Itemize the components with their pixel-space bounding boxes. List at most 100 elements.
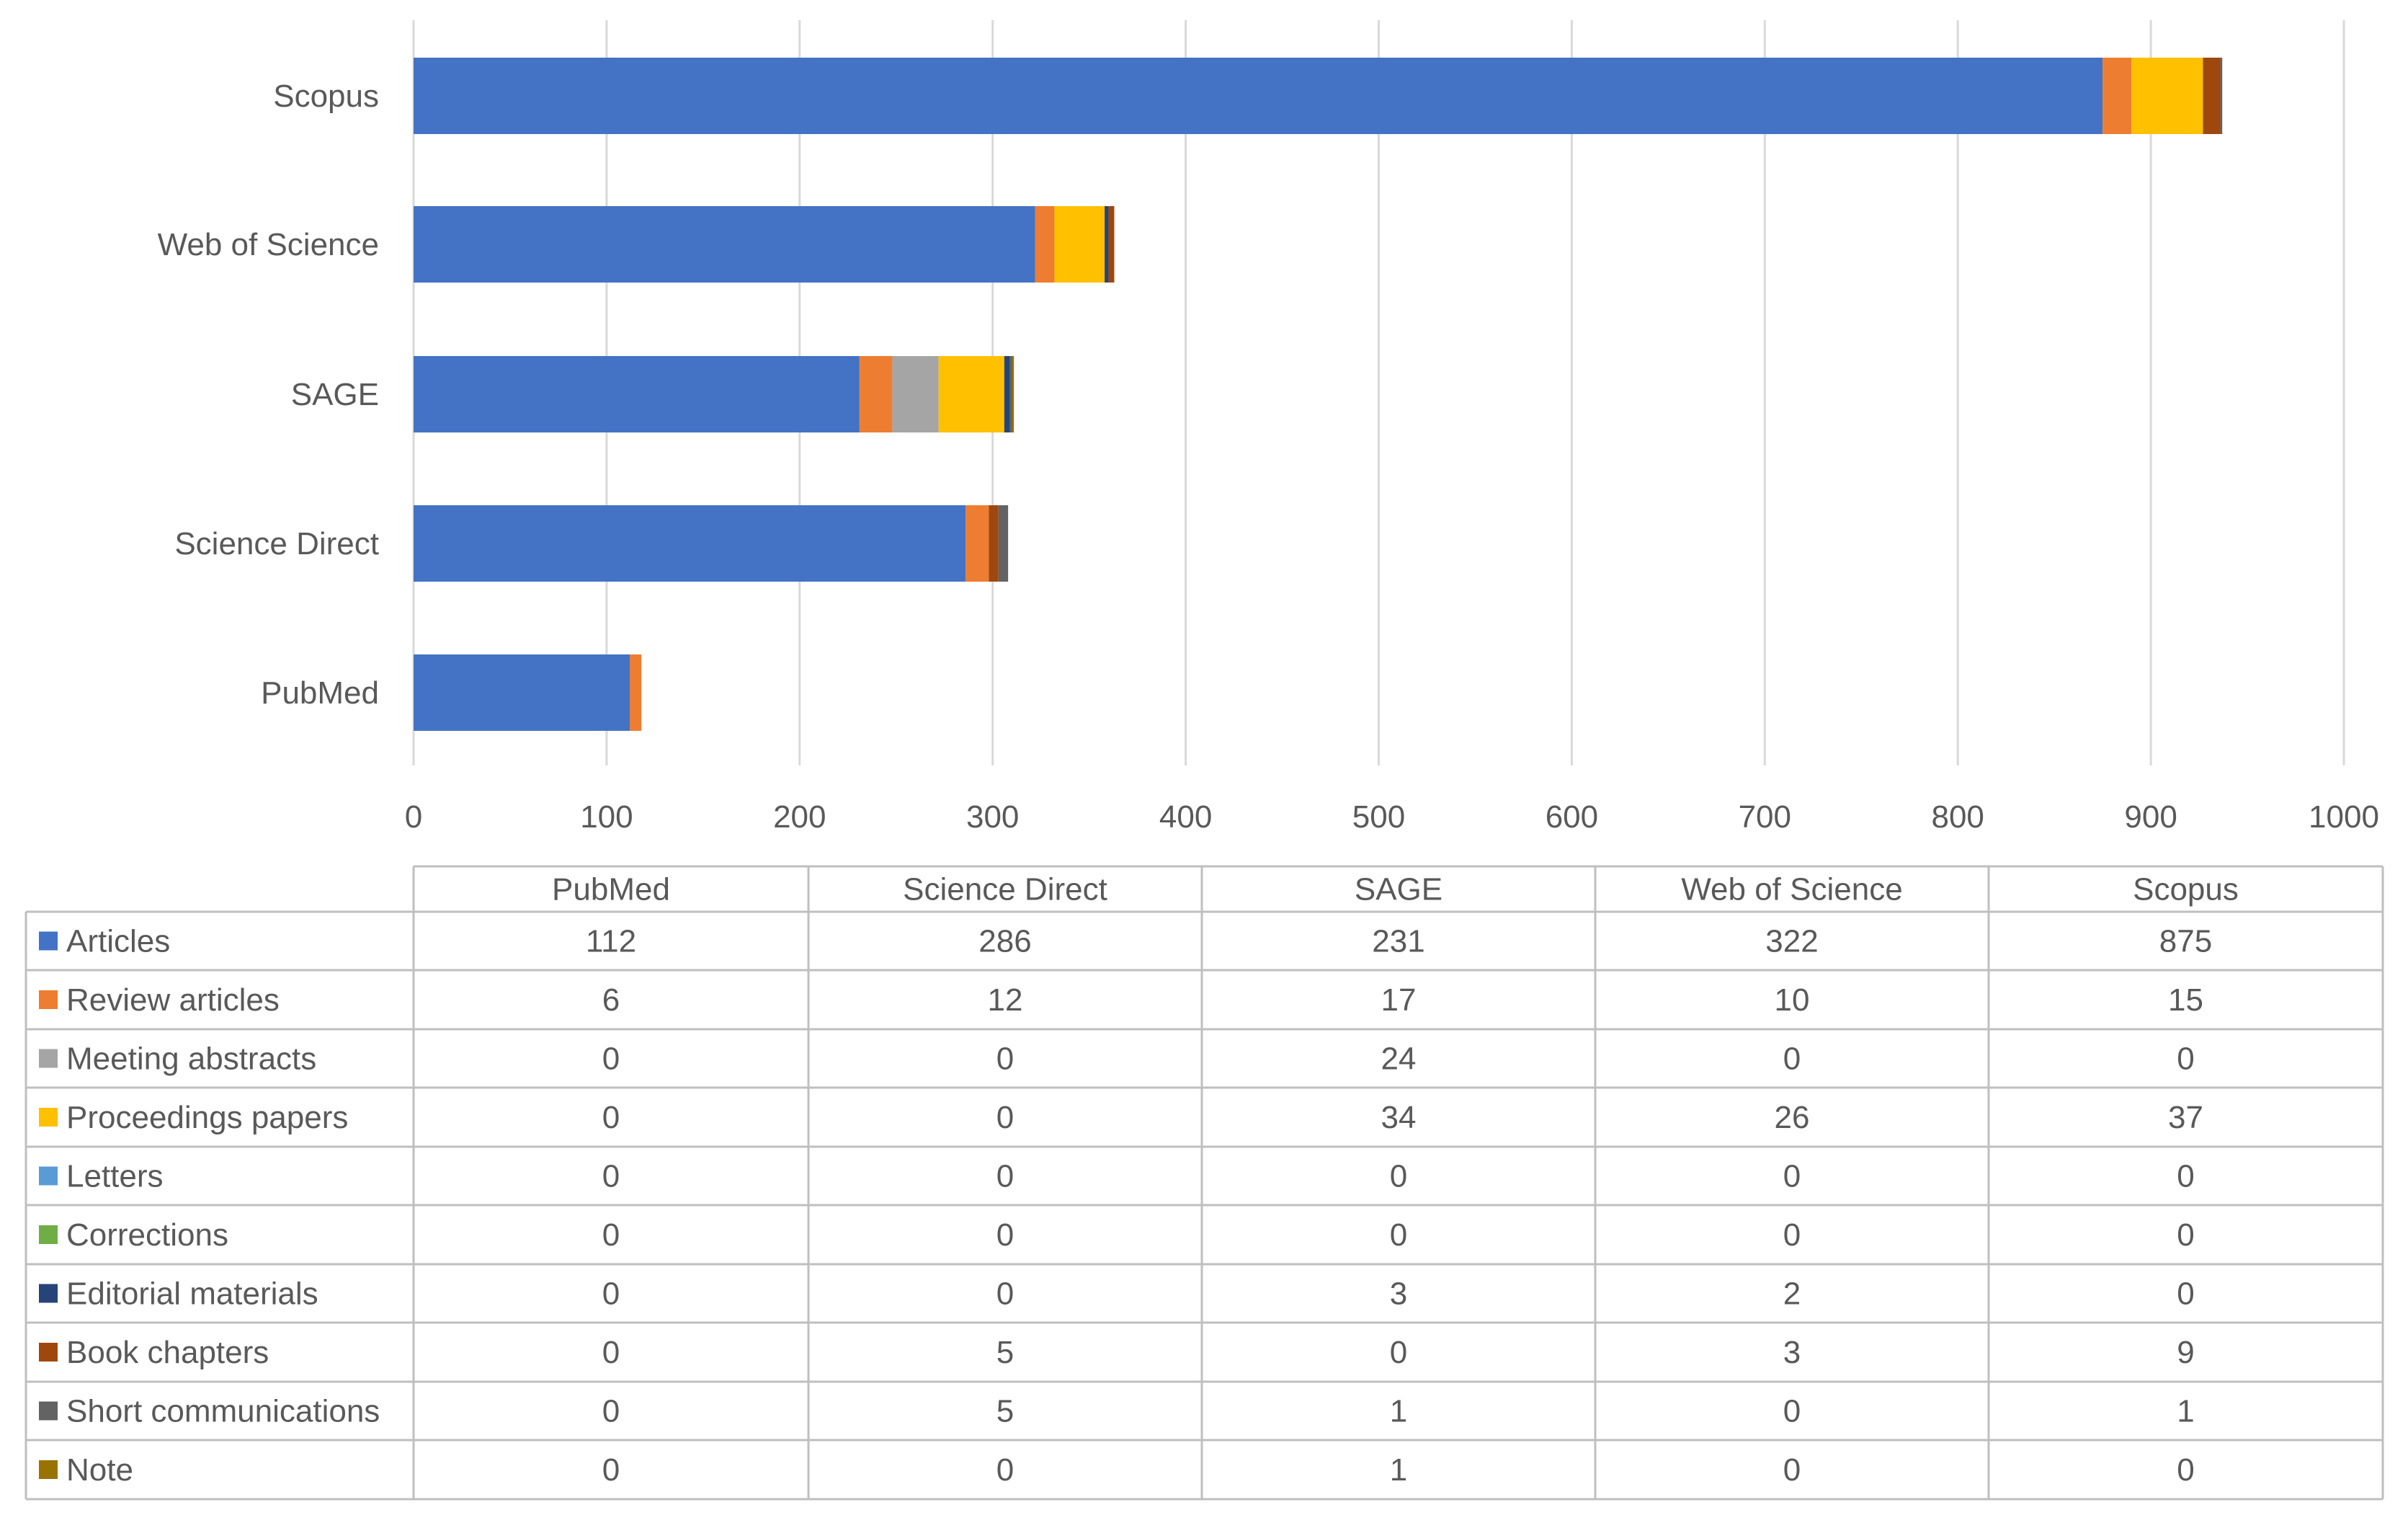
- category-label-sage: SAGE: [291, 377, 379, 412]
- table-cell-corrections-science-direct: 0: [996, 1217, 1014, 1253]
- bar-web-of-science-articles: [414, 206, 1035, 283]
- bar-sage-short-communications: [1009, 356, 1012, 432]
- table-cell-proceedings-papers-science-direct: 0: [996, 1100, 1014, 1135]
- table-cell-meeting-abstracts-sage: 24: [1381, 1041, 1417, 1077]
- table-cell-letters-web-of-science: 0: [1783, 1159, 1801, 1194]
- bar-sage-note: [1012, 356, 1015, 432]
- table-row-label-short-communications: Short communications: [66, 1394, 380, 1429]
- table-row-label-book-chapters: Book chapters: [66, 1335, 269, 1370]
- bar-sage-meeting-abstracts: [892, 356, 939, 432]
- table-cell-meeting-abstracts-pubmed: 0: [602, 1041, 620, 1077]
- bar-sage-proceedings-papers: [938, 356, 1004, 432]
- bar-science-direct-short-communications: [998, 505, 1009, 582]
- bar-science-direct-book-chapters: [989, 505, 999, 582]
- bar-sage-editorial-materials: [1004, 356, 1010, 432]
- table-cell-short-communications-science-direct: 5: [996, 1394, 1014, 1429]
- table-row-label-articles: Articles: [66, 924, 170, 959]
- x-tick-label-1000: 1000: [2309, 799, 2379, 835]
- legend-swatch-note: [39, 1460, 58, 1479]
- table-header-pubmed: PubMed: [552, 872, 670, 907]
- category-label-pubmed: PubMed: [261, 675, 379, 711]
- gridlines: [412, 20, 2345, 765]
- table-cell-short-communications-web-of-science: 0: [1783, 1394, 1801, 1429]
- table-cell-corrections-pubmed: 0: [602, 1217, 620, 1253]
- table-cell-review-articles-science-direct: 12: [988, 982, 1023, 1018]
- category-label-science-direct: Science Direct: [174, 526, 379, 561]
- table-cell-letters-scopus: 0: [2177, 1159, 2194, 1194]
- table-cell-articles-science-direct: 286: [978, 924, 1031, 959]
- table-cell-editorial-materials-sage: 3: [1390, 1276, 1407, 1312]
- bar-scopus-short-communications: [2220, 58, 2223, 134]
- table-cell-letters-sage: 0: [1390, 1159, 1407, 1194]
- axis-labels: 0 100 200 300 400 500 600 700 800 900 1000 PubMed Sc…: [158, 79, 2379, 835]
- legend-swatch-meeting-abstracts: [39, 1049, 58, 1068]
- table-cell-note-pubmed: 0: [602, 1452, 620, 1488]
- bar-pubmed-articles: [414, 654, 630, 731]
- table-cell-meeting-abstracts-scopus: 0: [2177, 1041, 2194, 1077]
- bar-pubmed-review-articles: [630, 654, 642, 731]
- table-row-label-letters: Letters: [66, 1159, 164, 1194]
- table-cell-note-sage: 1: [1390, 1452, 1407, 1488]
- legend-swatch-book-chapters: [39, 1343, 58, 1362]
- table-cell-letters-pubmed: 0: [602, 1159, 620, 1194]
- x-tick-label-900: 900: [2124, 799, 2177, 835]
- table-cell-articles-scopus: 875: [2159, 924, 2212, 959]
- table-cell-proceedings-papers-web-of-science: 26: [1775, 1100, 1810, 1135]
- table-cell-book-chapters-scopus: 9: [2177, 1335, 2194, 1370]
- table-cell-editorial-materials-pubmed: 0: [602, 1276, 620, 1312]
- bar-web-of-science-book-chapters: [1108, 206, 1115, 283]
- bar-scopus-book-chapters: [2203, 58, 2221, 134]
- bar-scopus-review-articles: [2102, 58, 2132, 134]
- table-header-web-of-science: Web of Science: [1681, 872, 1902, 907]
- bar-sage-articles: [414, 356, 860, 432]
- bars: [414, 58, 2223, 731]
- bar-sage-review-articles: [859, 356, 893, 432]
- table-cell-book-chapters-web-of-science: 3: [1783, 1335, 1801, 1370]
- table-row-label-meeting-abstracts: Meeting abstracts: [66, 1041, 316, 1077]
- table-cell-review-articles-web-of-science: 10: [1775, 982, 1810, 1018]
- legend-swatch-editorial-materials: [39, 1284, 58, 1303]
- table-cell-short-communications-scopus: 1: [2177, 1394, 2194, 1429]
- legend-swatch-articles: [39, 931, 58, 951]
- legend-swatch-review-articles: [39, 990, 58, 1009]
- table-header-sage: SAGE: [1355, 872, 1442, 907]
- table-cell-book-chapters-pubmed: 0: [602, 1335, 620, 1370]
- data-table: PubMed Science Direct SAGE Web of Science Sc…: [24, 865, 2384, 1501]
- table-row-label-note: Note: [66, 1452, 133, 1488]
- table-header-scopus: Scopus: [2133, 872, 2239, 907]
- bar-science-direct-articles: [414, 505, 966, 582]
- bar-scopus-proceedings-papers: [2131, 58, 2203, 134]
- x-tick-label-800: 800: [1931, 799, 1984, 835]
- legend-swatch-proceedings-papers: [39, 1108, 58, 1127]
- table-cell-review-articles-pubmed: 6: [602, 982, 620, 1018]
- table-row-label-corrections: Corrections: [66, 1217, 228, 1253]
- table-row-label-proceedings-papers: Proceedings papers: [66, 1100, 348, 1135]
- x-tick-label-600: 600: [1546, 799, 1598, 835]
- x-tick-label-700: 700: [1739, 799, 1791, 835]
- table-cell-note-web-of-science: 0: [1783, 1452, 1801, 1488]
- table-cell-corrections-scopus: 0: [2177, 1217, 2194, 1253]
- legend-swatch-letters: [39, 1166, 58, 1186]
- x-tick-label-0: 0: [405, 799, 422, 835]
- table-cell-review-articles-scopus: 15: [2168, 982, 2203, 1018]
- table-cell-book-chapters-sage: 0: [1390, 1335, 1407, 1370]
- table-cell-note-science-direct: 0: [996, 1452, 1014, 1488]
- bar-science-direct-review-articles: [966, 505, 989, 582]
- table-cell-meeting-abstracts-web-of-science: 0: [1783, 1041, 1801, 1077]
- table-cell-corrections-web-of-science: 0: [1783, 1217, 1801, 1253]
- category-label-scopus: Scopus: [273, 79, 379, 114]
- table-cell-proceedings-papers-sage: 34: [1381, 1100, 1417, 1135]
- category-label-web-of-science: Web of Science: [158, 227, 379, 262]
- x-tick-label-100: 100: [580, 799, 633, 835]
- table-cell-review-articles-sage: 17: [1381, 982, 1417, 1018]
- table-cell-proceedings-papers-pubmed: 0: [602, 1100, 620, 1135]
- table-cell-editorial-materials-web-of-science: 2: [1783, 1276, 1801, 1312]
- table-row-label-editorial-materials: Editorial materials: [66, 1276, 318, 1312]
- x-tick-label-500: 500: [1352, 799, 1405, 835]
- legend-swatch-corrections: [39, 1225, 58, 1244]
- table-cell-meeting-abstracts-science-direct: 0: [996, 1041, 1014, 1077]
- table-cell-note-scopus: 0: [2177, 1452, 2194, 1488]
- x-tick-label-300: 300: [966, 799, 1019, 835]
- table-cell-editorial-materials-science-direct: 0: [996, 1276, 1014, 1312]
